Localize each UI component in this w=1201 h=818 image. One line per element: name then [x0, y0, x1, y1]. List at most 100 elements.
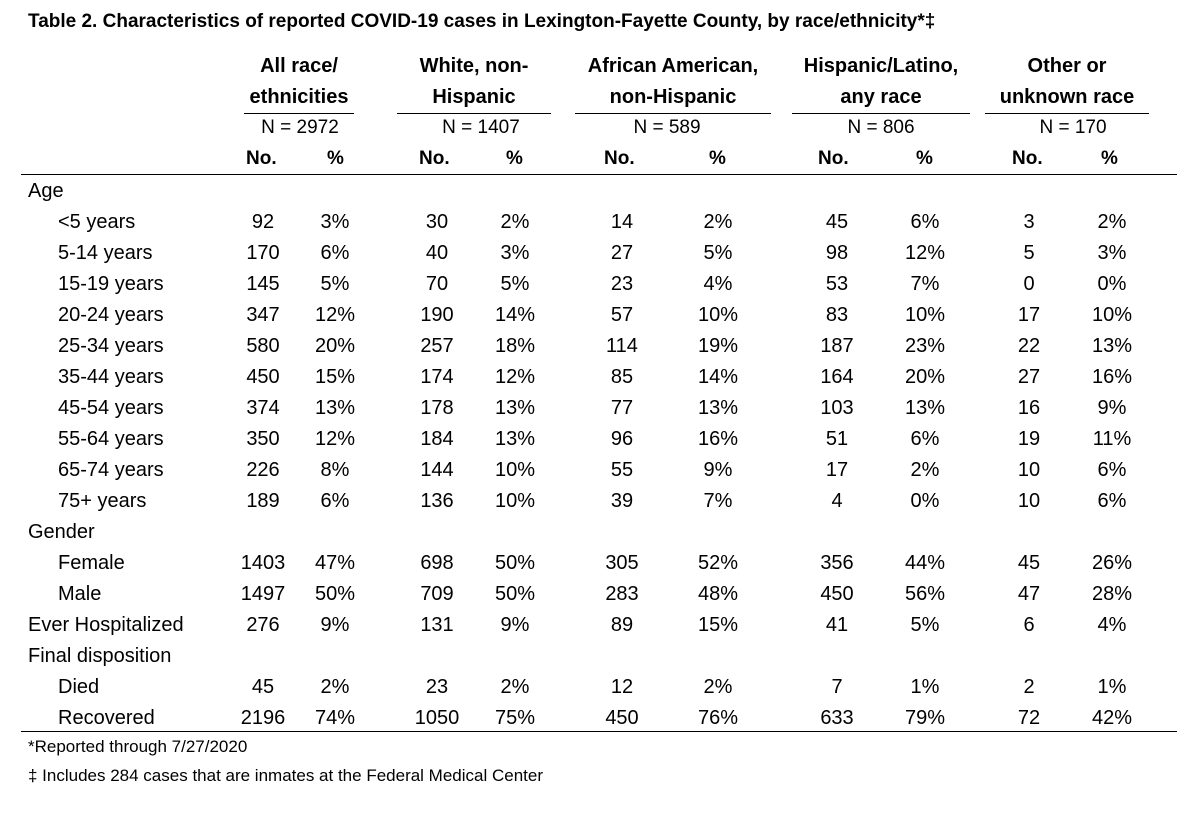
row-label: Recovered: [58, 707, 155, 729]
count-cell: 10: [1017, 490, 1041, 512]
table-row: 75+ years 189 6% 136 10% 39 7% 4 0% 10 6%: [0, 486, 1201, 517]
percent-cell: 5%: [703, 242, 733, 264]
percent-cell: 52%: [697, 552, 739, 574]
count-cell: 2: [1023, 676, 1035, 698]
col-header-no: No.: [246, 148, 277, 169]
count-cell: 450: [246, 366, 280, 388]
percent-cell: 20%: [314, 335, 356, 357]
count-cell: 709: [420, 583, 454, 605]
count-cell: 27: [610, 242, 634, 264]
percent-cell: 2%: [1097, 211, 1127, 233]
count-cell: 17: [825, 459, 849, 481]
row-label: 65-74 years: [58, 459, 164, 481]
row-label: Male: [58, 583, 102, 605]
group-header-all: All race/ ethnicities: [244, 51, 354, 114]
group-n-african-american: N = 589: [633, 117, 701, 138]
group-header-line1: White, non-: [419, 55, 529, 77]
count-cell: 89: [610, 614, 634, 636]
table-row: Recovered 2196 74% 1050 75% 450 76% 633 79% 72 42%: [0, 703, 1201, 734]
count-cell: 374: [246, 397, 280, 419]
count-cell: 41: [825, 614, 849, 636]
percent-cell: 14%: [697, 366, 739, 388]
count-cell: 144: [420, 459, 454, 481]
percent-cell: 6%: [320, 242, 350, 264]
percent-cell: 10%: [494, 459, 536, 481]
percent-cell: 15%: [697, 614, 739, 636]
percent-cell: 9%: [703, 459, 733, 481]
row-label: Female: [58, 552, 125, 574]
percent-cell: 56%: [904, 583, 946, 605]
percent-cell: 6%: [320, 490, 350, 512]
percent-cell: 12%: [494, 366, 536, 388]
percent-cell: 11%: [1092, 428, 1132, 450]
percent-cell: 1%: [910, 676, 940, 698]
row-label: 20-24 years: [58, 304, 164, 326]
table-row: 65-74 years 226 8% 144 10% 55 9% 17 2% 10 6%: [0, 455, 1201, 486]
percent-cell: 4%: [1097, 614, 1127, 636]
group-header-line2: unknown race: [999, 86, 1135, 108]
footnote-inmates: ‡ Includes 284 cases that are inmates at…: [28, 766, 544, 785]
percent-cell: 12%: [314, 428, 356, 450]
table-row: 20-24 years 347 12% 190 14% 57 10% 83 10% 17 10%: [0, 300, 1201, 331]
col-header-no: No.: [1012, 148, 1043, 169]
percent-cell: 0%: [1097, 273, 1127, 295]
group-header-other: Other or unknown race: [985, 51, 1149, 114]
count-cell: 10: [1017, 459, 1041, 481]
count-cell: 5: [1023, 242, 1035, 264]
count-cell: 47: [1017, 583, 1041, 605]
percent-cell: 6%: [910, 211, 940, 233]
col-header-pct: %: [327, 148, 344, 169]
table-row: 25-34 years 580 20% 257 18% 114 19% 187 23% 22 13%: [0, 331, 1201, 362]
percent-cell: 75%: [494, 707, 536, 729]
count-cell: 257: [420, 335, 454, 357]
percent-cell: 5%: [500, 273, 530, 295]
percent-cell: 7%: [910, 273, 940, 295]
percent-cell: 0%: [910, 490, 940, 512]
percent-cell: 14%: [494, 304, 536, 326]
count-cell: 23: [610, 273, 634, 295]
count-cell: 283: [605, 583, 639, 605]
section-label: Final disposition: [28, 645, 172, 667]
count-cell: 40: [425, 242, 449, 264]
count-cell: 39: [610, 490, 634, 512]
count-cell: 350: [246, 428, 280, 450]
percent-cell: 74%: [314, 707, 356, 729]
percent-cell: 13%: [314, 397, 356, 419]
count-cell: 164: [820, 366, 854, 388]
count-cell: 45: [825, 211, 849, 233]
group-header-line1: All race/: [260, 55, 338, 77]
col-header-pct: %: [506, 148, 523, 169]
percent-cell: 50%: [494, 583, 536, 605]
percent-cell: 8%: [320, 459, 350, 481]
percent-cell: 44%: [904, 552, 946, 574]
group-header-hispanic: Hispanic/Latino, any race: [792, 51, 970, 114]
percent-cell: 76%: [697, 707, 739, 729]
count-cell: 174: [420, 366, 454, 388]
percent-cell: 6%: [1097, 459, 1127, 481]
count-cell: 27: [1017, 366, 1041, 388]
percent-cell: 13%: [494, 428, 536, 450]
percent-cell: 12%: [904, 242, 946, 264]
percent-cell: 26%: [1091, 552, 1133, 574]
percent-cell: 18%: [494, 335, 536, 357]
count-cell: 30: [425, 211, 449, 233]
group-header-line1: Hispanic/Latino,: [803, 55, 959, 77]
group-header-line2: any race: [840, 86, 922, 108]
percent-cell: 2%: [320, 676, 350, 698]
count-cell: 145: [246, 273, 280, 295]
count-cell: 17: [1017, 304, 1041, 326]
percent-cell: 13%: [904, 397, 946, 419]
count-cell: 305: [605, 552, 639, 574]
table-row: 5-14 years 170 6% 40 3% 27 5% 98 12% 5 3%: [0, 238, 1201, 269]
percent-cell: 2%: [703, 211, 733, 233]
count-cell: 16: [1017, 397, 1041, 419]
group-header-line2: Hispanic: [432, 86, 516, 108]
count-cell: 178: [420, 397, 454, 419]
percent-cell: 42%: [1091, 707, 1133, 729]
count-cell: 226: [246, 459, 280, 481]
count-cell: 51: [825, 428, 849, 450]
count-cell: 1403: [240, 552, 286, 574]
count-cell: 187: [820, 335, 854, 357]
col-header-pct: %: [916, 148, 933, 169]
count-cell: 7: [831, 676, 843, 698]
